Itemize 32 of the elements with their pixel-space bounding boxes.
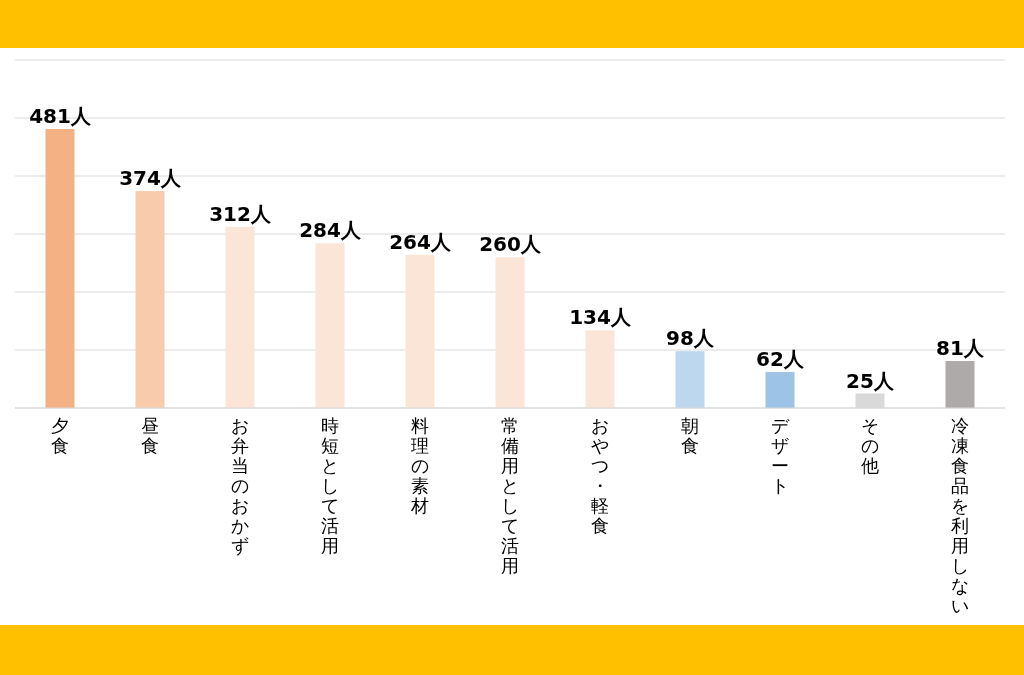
data-label: 264人 [389, 229, 452, 254]
x-tick-label: 時短として活用 [321, 415, 339, 556]
x-tick-label: デザート [771, 415, 790, 496]
bar [315, 243, 345, 408]
bar [45, 129, 75, 408]
bar [225, 227, 255, 408]
data-label: 25人 [846, 368, 895, 393]
category-label: 冷凍食品を利用しない [951, 415, 969, 616]
data-label: 134人 [569, 305, 632, 330]
data-label: 374人 [119, 166, 182, 191]
data-label: 260人 [479, 232, 542, 257]
bar [675, 351, 705, 408]
x-tick-label: お弁当のおかず [231, 415, 249, 556]
data-label: 81人 [936, 336, 985, 361]
x-tick-label: 昼食 [141, 415, 159, 456]
data-label: 481人 [29, 104, 92, 129]
x-tick-label: 料理の素材 [410, 415, 429, 516]
x-tick-label: 朝食 [681, 415, 699, 456]
bar [135, 191, 165, 408]
x-tick-label: 常備用として活用 [501, 415, 519, 576]
x-tick-label: その他 [861, 415, 879, 476]
x-tick-label: 夕食 [51, 415, 69, 456]
bar [585, 330, 615, 408]
data-label: 284人 [299, 218, 362, 243]
bar [495, 257, 525, 408]
data-label: 312人 [209, 202, 272, 227]
x-tick-label: おやつ・軽食 [591, 415, 609, 536]
bar [765, 372, 795, 408]
data-label: 98人 [666, 326, 715, 351]
data-label: 62人 [756, 347, 805, 372]
bar [945, 361, 975, 408]
bar [405, 254, 435, 408]
